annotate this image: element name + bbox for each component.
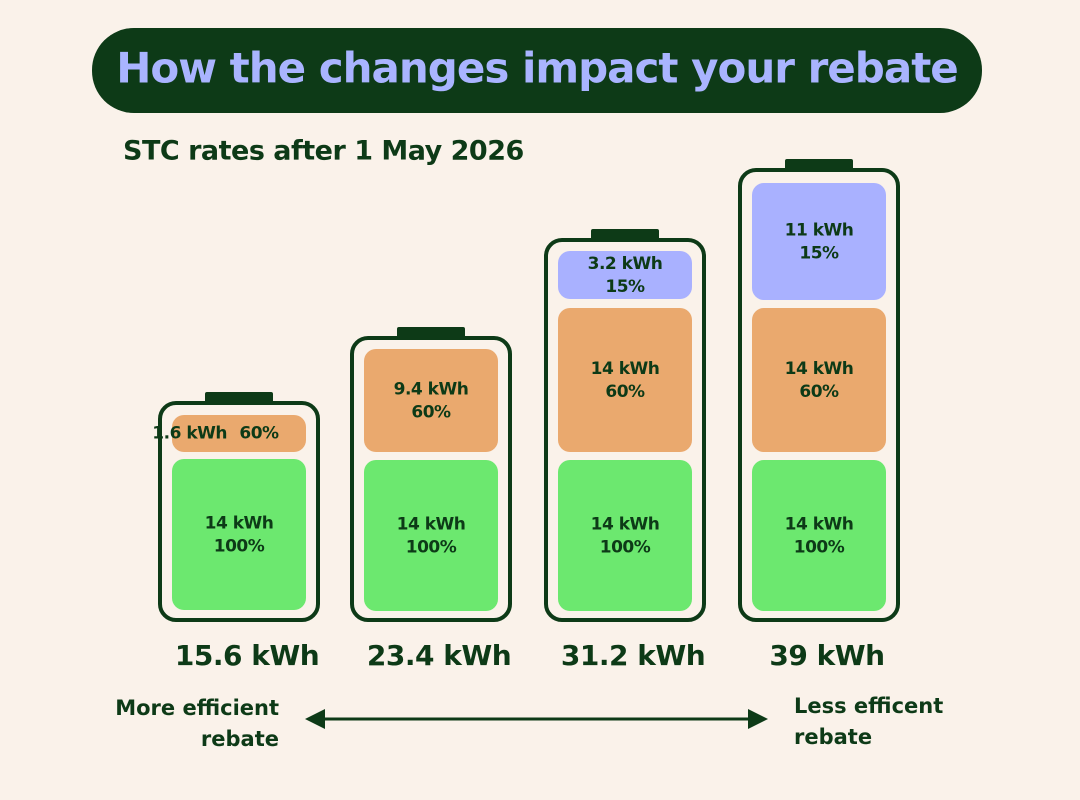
battery-segment	[752, 460, 886, 611]
arrow-head-right	[748, 709, 768, 729]
battery-segment	[364, 349, 498, 452]
battery-segment	[558, 460, 692, 611]
segment-energy: 14 kWh	[205, 514, 274, 534]
segment-rate: 100%	[406, 538, 457, 558]
segment-energy: 3.2 kWh	[588, 254, 663, 274]
battery-total: 15.6 kWh	[175, 639, 319, 672]
segment-energy: 14 kWh	[785, 359, 854, 379]
segment-rate: 60%	[605, 382, 645, 402]
scale-right-label: Less efficent	[794, 694, 943, 718]
segment-rate: 60%	[799, 382, 839, 402]
title-pill	[92, 28, 982, 113]
segment-rate: 100%	[600, 538, 651, 558]
battery-segment	[172, 415, 306, 452]
battery-total: 23.4 kWh	[367, 639, 511, 672]
battery-segment	[558, 308, 692, 452]
segment-rate: 15%	[799, 244, 839, 264]
segment-rate: 60%	[411, 403, 451, 423]
segment-energy: 14 kWh	[397, 515, 466, 535]
battery-total: 31.2 kWh	[561, 639, 705, 672]
arrow-head-left	[305, 709, 325, 729]
battery-segment	[364, 460, 498, 611]
segment-energy: 14 kWh	[591, 359, 660, 379]
battery-segment	[172, 459, 306, 610]
segment-rate: 100%	[794, 538, 845, 558]
segment-rate: 15%	[605, 277, 645, 297]
segment-energy: 1.6 kWh	[152, 424, 227, 444]
scale-left-label: rebate	[201, 727, 279, 751]
segment-energy: 11 kWh	[785, 221, 854, 241]
segment-energy: 14 kWh	[591, 515, 660, 535]
battery-segment	[752, 308, 886, 452]
title: How the changes impact your rebate	[116, 44, 958, 93]
battery-total: 39 kWh	[769, 639, 884, 672]
battery-segment	[752, 183, 886, 300]
subtitle: STC rates after 1 May 2026	[123, 136, 524, 167]
segment-energy: 14 kWh	[785, 515, 854, 535]
battery-segment	[558, 251, 692, 299]
scale-left-label: More efficient	[115, 696, 279, 720]
scale-right-label: rebate	[794, 725, 872, 749]
segment-rate: 60%	[239, 424, 279, 444]
segment-rate: 100%	[214, 537, 265, 557]
segment-energy: 9.4 kWh	[394, 380, 469, 400]
